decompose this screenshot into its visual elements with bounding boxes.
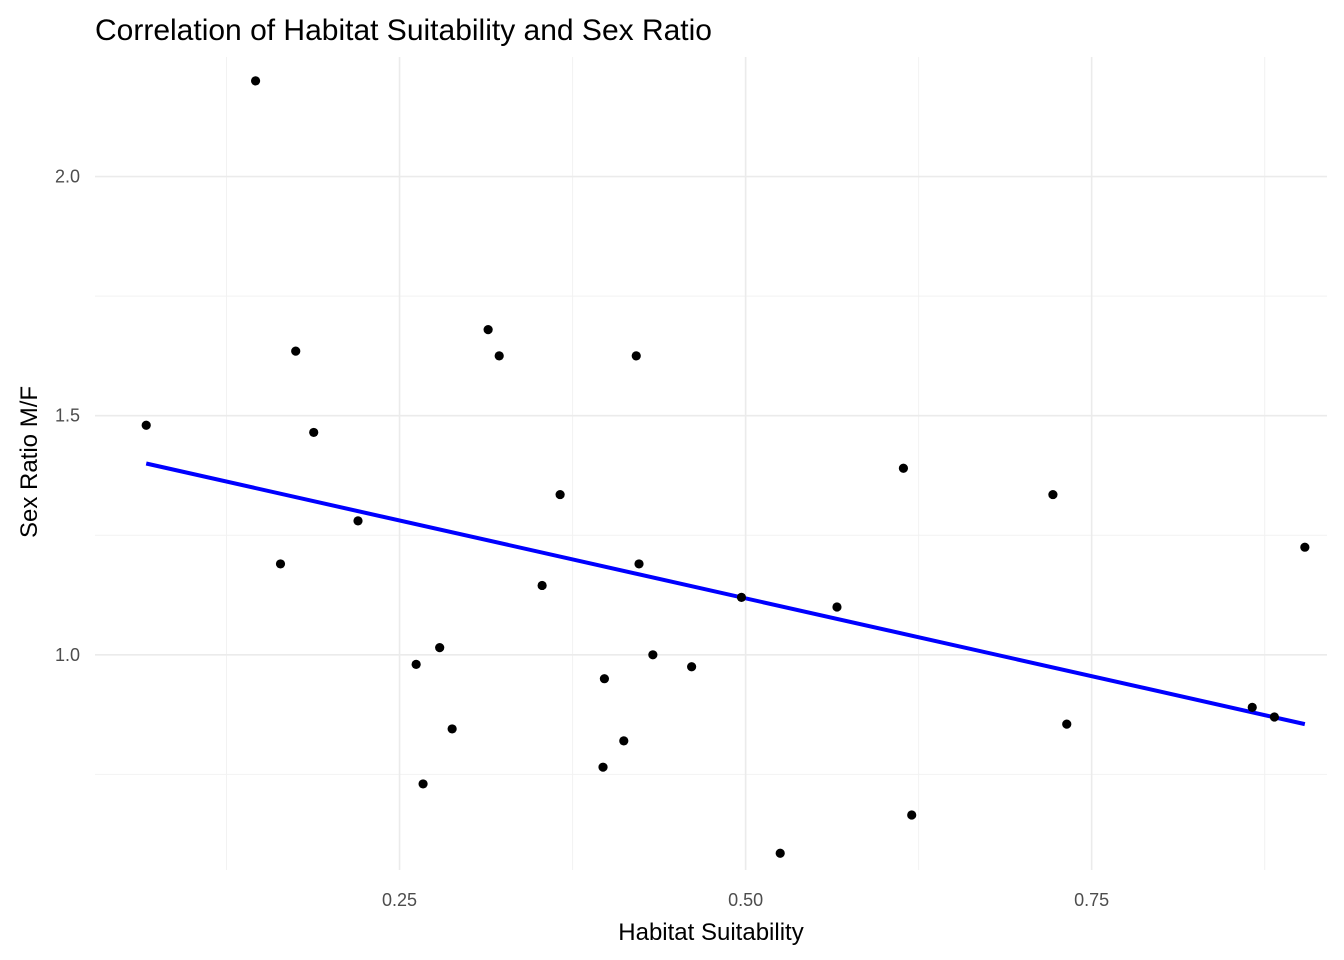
x-tick-label: 0.25 — [382, 890, 417, 910]
y-tick-label: 2.0 — [55, 167, 80, 187]
data-point — [898, 463, 909, 473]
gridlines — [95, 57, 1327, 870]
data-point — [619, 736, 629, 746]
data-point — [907, 810, 917, 820]
x-axis-title: Habitat Suitability — [618, 919, 803, 946]
data-point — [1062, 719, 1072, 729]
y-axis-tick-labels: 1.0 1.5 2.0 — [55, 167, 80, 665]
data-point — [537, 580, 547, 591]
data-point — [275, 559, 286, 569]
data-point — [418, 779, 428, 789]
data-point — [447, 724, 457, 734]
data-point — [832, 602, 842, 612]
data-point — [555, 489, 565, 500]
data-point — [435, 643, 445, 653]
chart-title: Correlation of Habitat Suitability and S… — [95, 14, 712, 47]
data-point — [598, 762, 608, 772]
y-axis-title: Sex Ratio M/F — [16, 386, 43, 538]
data-point — [1269, 712, 1279, 722]
data-point — [631, 351, 641, 361]
data-point — [483, 324, 493, 335]
regression-line — [145, 461, 1306, 727]
data-point — [494, 351, 504, 361]
data-point — [1247, 702, 1257, 713]
data-points — [141, 76, 1310, 858]
data-point — [634, 559, 644, 569]
y-tick-label: 1.5 — [55, 406, 80, 426]
x-axis-tick-labels: 0.25 0.50 0.75 — [382, 890, 1109, 910]
data-point — [291, 346, 301, 356]
data-point — [250, 76, 261, 86]
data-point — [1048, 489, 1058, 500]
data-point — [353, 516, 363, 526]
data-point — [309, 427, 319, 438]
data-point — [775, 848, 785, 858]
data-point — [411, 659, 421, 669]
data-point — [736, 592, 747, 603]
data-point — [648, 650, 658, 660]
trend-line-layer — [145, 461, 1306, 727]
x-tick-label: 0.50 — [728, 890, 763, 910]
data-point — [599, 674, 610, 684]
data-point — [1300, 542, 1310, 552]
data-point — [141, 420, 151, 430]
y-tick-label: 1.0 — [55, 645, 80, 665]
data-point — [687, 662, 697, 672]
x-tick-label: 0.75 — [1074, 890, 1109, 910]
